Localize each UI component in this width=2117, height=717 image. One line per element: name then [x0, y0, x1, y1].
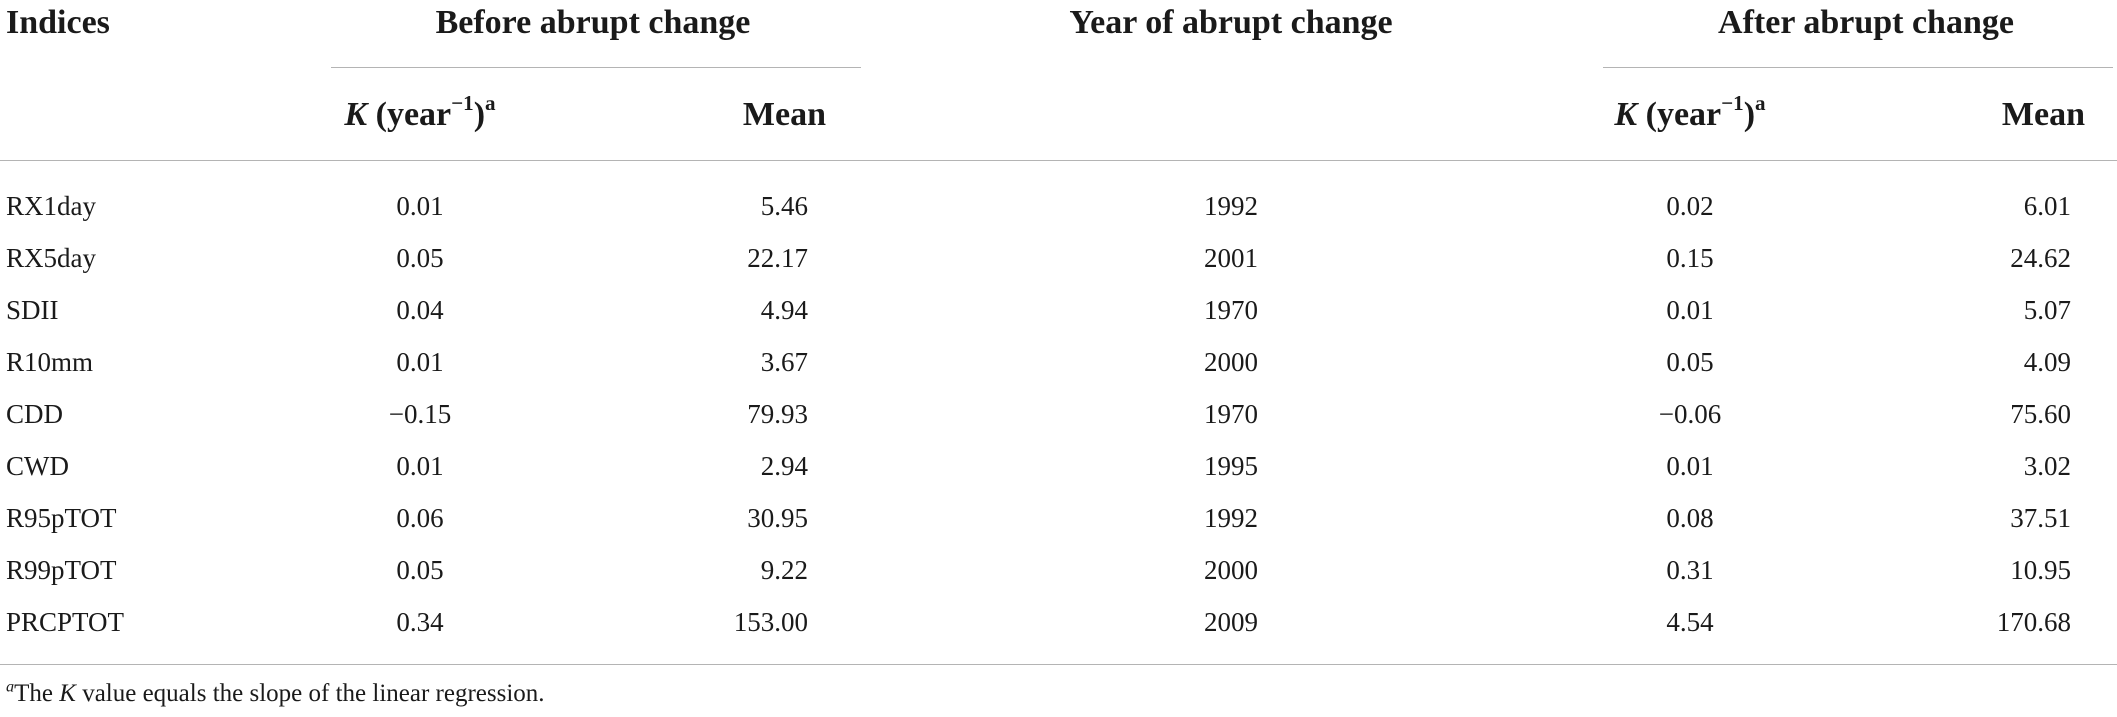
cell-mean-before: 22.17: [747, 243, 808, 273]
cell-index: RX1day: [6, 191, 96, 221]
cell-mean-before: 153.00: [733, 607, 808, 637]
cell-year: 2009: [1204, 607, 1258, 637]
cell-k-before: 0.06: [396, 503, 444, 533]
header-bottom-rule: [0, 160, 2117, 161]
subheader-mean-after: Mean: [2001, 96, 2085, 133]
spanner-rule-before: [331, 67, 861, 68]
footnote-mark: a: [6, 677, 15, 696]
header-before: Before abrupt change: [435, 4, 751, 41]
cell-k-before: −0.15: [388, 399, 452, 429]
cell-mean-after: 5.07: [2023, 295, 2071, 325]
cell-mean-before: 2.94: [760, 451, 808, 481]
cell-mean-after: 75.60: [2010, 399, 2071, 429]
cell-year: 1970: [1204, 399, 1258, 429]
cell-year: 1992: [1204, 191, 1258, 221]
cell-index: SDII: [6, 295, 59, 325]
cell-k-before: 0.05: [396, 243, 444, 273]
cell-year: 2000: [1204, 347, 1258, 377]
cell-mean-after: 170.68: [1996, 607, 2071, 637]
cell-mean-before: 30.95: [747, 503, 808, 533]
cell-k-after: 0.01: [1666, 451, 1714, 481]
cell-k-before: 0.01: [396, 347, 444, 377]
header-after: After abrupt change: [1718, 4, 2014, 41]
cell-k-after: −0.06: [1658, 399, 1722, 429]
cell-index: R10mm: [6, 347, 94, 377]
subheader-k-before: K (year−1)a: [344, 90, 496, 133]
cell-index: PRCPTOT: [6, 607, 125, 637]
table-bottom-rule: [0, 664, 2117, 665]
cell-k-after: 0.08: [1666, 503, 1714, 533]
cell-mean-after: 3.02: [2023, 451, 2071, 481]
cell-k-before: 0.01: [396, 451, 444, 481]
cell-k-after: 0.31: [1666, 555, 1714, 585]
cell-index: R99pTOT: [6, 555, 117, 585]
cell-index: CWD: [6, 451, 69, 481]
cell-k-after: 0.15: [1666, 243, 1714, 273]
cell-year: 2000: [1204, 555, 1258, 585]
cell-index: CDD: [6, 399, 64, 429]
cell-mean-after: 4.09: [2023, 347, 2071, 377]
cell-mean-after: 37.51: [2010, 503, 2071, 533]
cell-k-after: 0.02: [1666, 191, 1714, 221]
cell-year: 2001: [1204, 243, 1258, 273]
header-indices: Indices: [6, 4, 110, 41]
subheader-k-after: K (year−1)a: [1614, 90, 1766, 133]
cell-mean-after: 10.95: [2010, 555, 2071, 585]
cell-mean-after: 24.62: [2010, 243, 2071, 273]
subheader-mean-before: Mean: [742, 96, 826, 133]
cell-mean-before: 5.46: [760, 191, 808, 221]
header-year: Year of abrupt change: [1069, 4, 1393, 41]
cell-k-after: 0.01: [1666, 295, 1714, 325]
cell-index: RX5day: [6, 243, 96, 273]
cell-year: 1992: [1204, 503, 1258, 533]
cell-k-before: 0.01: [396, 191, 444, 221]
cell-k-before: 0.05: [396, 555, 444, 585]
footnote: aThe K value equals the slope of the lin…: [6, 677, 545, 707]
cell-year: 1970: [1204, 295, 1258, 325]
cell-mean-before: 3.67: [760, 347, 808, 377]
cell-mean-after: 6.01: [2023, 191, 2071, 221]
cell-mean-before: 4.94: [760, 295, 808, 325]
cell-mean-before: 9.22: [760, 555, 808, 585]
cell-k-after: 0.05: [1666, 347, 1714, 377]
cell-k-after: 4.54: [1666, 607, 1714, 637]
cell-year: 1995: [1204, 451, 1258, 481]
cell-index: R95pTOT: [6, 503, 117, 533]
cell-mean-before: 79.93: [747, 399, 808, 429]
cell-k-before: 0.04: [396, 295, 444, 325]
spanner-rule-after: [1603, 67, 2113, 68]
cell-k-before: 0.34: [396, 607, 444, 637]
